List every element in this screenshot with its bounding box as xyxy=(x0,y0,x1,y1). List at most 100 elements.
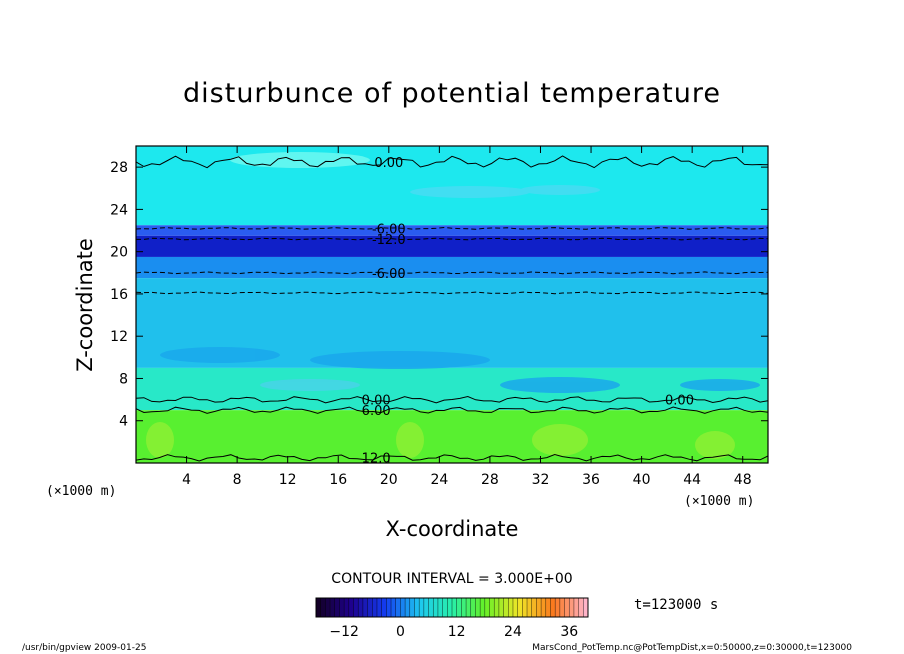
colorbar-cell xyxy=(316,598,321,617)
y-tick-label: 16 xyxy=(110,287,128,303)
colorbar-cell xyxy=(362,598,368,617)
colorbar-cell xyxy=(480,598,486,617)
contour-7 xyxy=(136,453,768,462)
colorbar-cell xyxy=(545,598,551,617)
x-tick-label: 44 xyxy=(683,472,701,488)
plot-frame xyxy=(135,145,769,464)
time-label: t=123000 s xyxy=(634,597,718,613)
colorbar-cell xyxy=(376,598,382,617)
x-tick-label: 24 xyxy=(430,472,448,488)
colorbar-cell xyxy=(400,598,406,617)
colorbar-tick-label: −12 xyxy=(329,624,359,640)
colorbar-cell xyxy=(550,598,556,617)
colorbar-cell xyxy=(484,598,490,617)
band-3 xyxy=(136,256,768,279)
colorbar-cell xyxy=(358,598,364,617)
colorbar-cell xyxy=(569,598,575,617)
colorbar-cell xyxy=(470,598,476,617)
colorbar-cell xyxy=(391,598,397,617)
x-axis-ticks: 4 8 12 16 20 24 28 32 36 40 44 48 xyxy=(182,146,752,488)
colorbar-cell xyxy=(423,598,429,617)
colorbar-tick-label: 12 xyxy=(448,624,466,640)
colorbar-cell xyxy=(409,598,415,617)
band-2 xyxy=(136,235,768,257)
y-tick-label: 28 xyxy=(110,160,128,176)
colorbar-cell xyxy=(536,598,542,617)
colorbar-cell xyxy=(348,598,354,617)
colorbar-cell xyxy=(395,598,401,617)
colorbar-cell xyxy=(456,598,462,617)
colorbar-cell xyxy=(475,598,481,617)
colorbar-cell xyxy=(522,598,528,617)
contour-label-0: 0.00 xyxy=(374,156,403,171)
colorbar-cell xyxy=(325,598,331,617)
colorbar-cell xyxy=(428,598,434,617)
colorbar-cell xyxy=(531,598,537,617)
x-tick-label: 40 xyxy=(633,472,651,488)
colorbar-cell xyxy=(334,598,340,617)
colorbar-cell xyxy=(414,598,420,617)
y-tick-label: 4 xyxy=(119,414,128,430)
contour-label-1: -6.00 xyxy=(372,222,406,237)
colorbar-cell xyxy=(339,598,345,617)
colorbar-frame xyxy=(315,597,589,618)
colorbar-cell xyxy=(583,598,589,617)
y-tick-label: 24 xyxy=(110,202,128,218)
contour-interval-text: CONTOUR INTERVAL = 3.000E+00 xyxy=(331,571,572,587)
contour-1 xyxy=(136,226,768,230)
contour-label-3: -6.00 xyxy=(372,267,406,282)
y-tick-label: 8 xyxy=(119,371,128,387)
colorbar-cell xyxy=(527,598,533,617)
colorbar-cell xyxy=(344,598,350,617)
y-axis-unit: (×1000 m) xyxy=(46,484,116,499)
x-tick-label: 4 xyxy=(182,472,191,488)
contour-label-6: 6.00 xyxy=(362,404,391,419)
colorbar-cell xyxy=(447,598,453,617)
x-tick-label: 8 xyxy=(233,472,242,488)
colorbar-cell xyxy=(555,598,561,617)
contour-label-right: 0.00 xyxy=(665,394,694,409)
colorbar-cell xyxy=(330,598,336,617)
y-axis-label: Z-coordinate xyxy=(73,238,97,372)
x-tick-label: 16 xyxy=(329,472,347,488)
colorbar-cell xyxy=(503,598,509,617)
colorbar-cell xyxy=(419,598,425,617)
colorbar-cell xyxy=(559,598,565,617)
contour-6 xyxy=(136,406,768,414)
colorbar-cell xyxy=(508,598,514,617)
colorbar-cell xyxy=(353,598,359,617)
contour-label-5: 0.00 xyxy=(362,394,391,409)
colorbar-cell xyxy=(320,598,326,617)
colorbar-cell xyxy=(498,598,504,617)
band-5 xyxy=(136,367,768,411)
footer-left: /usr/bin/gpview 2009-01-25 xyxy=(22,643,146,653)
contour-5 xyxy=(136,395,768,404)
colorbar-cell xyxy=(452,598,457,617)
x-axis-label: X-coordinate xyxy=(386,517,519,541)
colorbar-cell xyxy=(461,598,467,617)
colorbar-tick-label: 24 xyxy=(504,624,522,640)
colorbar-cell xyxy=(494,598,500,617)
x-tick-label: 28 xyxy=(481,472,499,488)
contour-0 xyxy=(136,155,768,169)
colorbar-cell xyxy=(386,598,392,617)
x-tick-label: 12 xyxy=(279,472,297,488)
x-tick-label: 48 xyxy=(734,472,752,488)
x-tick-label: 20 xyxy=(380,472,398,488)
contour-label-2: -12.0 xyxy=(372,233,406,248)
colorbar-cell xyxy=(541,598,547,617)
x-tick-label: 36 xyxy=(582,472,600,488)
y-tick-label: 12 xyxy=(110,329,128,345)
footer-right: MarsCond_PotTemp.nc@PotTempDist,x=0:5000… xyxy=(532,643,852,653)
contour-4 xyxy=(136,291,768,295)
colorbar-ticks: −12 0 12 24 36 xyxy=(329,624,578,640)
chart-title: disturbunce of potential temperature xyxy=(183,78,721,109)
colorbar-cell xyxy=(367,598,373,617)
contour-2 xyxy=(136,237,768,241)
colorbar-cell xyxy=(466,598,472,617)
contour-label-7: 12.0 xyxy=(362,452,391,467)
colorbar-cell xyxy=(517,598,523,617)
colorbar-cell xyxy=(437,598,443,617)
